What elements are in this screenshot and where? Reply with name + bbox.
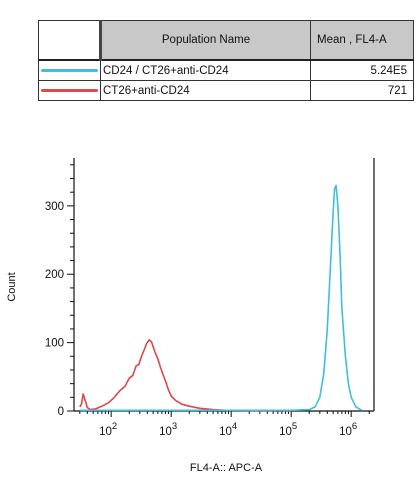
x-tick-label: 102 xyxy=(99,421,117,438)
legend-mean-value: 721 xyxy=(310,80,414,101)
legend-population-name: CT26+anti-CD24 xyxy=(100,80,311,101)
x-axis-title: FL4-A:: APC-A xyxy=(190,462,263,474)
y-tick-label: 100 xyxy=(45,338,64,350)
chart-ticks: 0 100 200 300 102 103 104 105 106 xyxy=(45,164,370,438)
y-tick-label: 0 xyxy=(58,406,64,418)
legend-header-blank xyxy=(38,20,101,61)
legend-header-mean: Mean , FL4-A xyxy=(310,20,414,61)
legend-swatch xyxy=(41,89,98,92)
legend-row: CT26+anti-CD24 721 xyxy=(38,80,414,101)
legend-header-row: Population Name Mean , FL4-A xyxy=(38,20,414,61)
legend-row: CD24 / CT26+anti-CD24 5.24E5 xyxy=(38,59,414,81)
legend-header-population: Population Name xyxy=(99,20,311,61)
legend-mean-value: 5.24E5 xyxy=(310,59,414,81)
x-tick-label: 104 xyxy=(219,421,237,438)
y-axis-title: Count xyxy=(6,272,18,301)
y-tick-label: 300 xyxy=(45,201,64,213)
legend-swatch xyxy=(41,69,98,72)
series-line xyxy=(79,339,292,412)
x-tick-label: 106 xyxy=(339,421,357,438)
y-tick-label: 200 xyxy=(45,269,64,281)
legend-table: Population Name Mean , FL4-A CD24 / CT26… xyxy=(38,20,414,101)
series-line xyxy=(79,184,363,412)
legend-swatch-cell xyxy=(38,80,101,101)
x-tick-label: 103 xyxy=(159,421,177,438)
chart-series xyxy=(79,184,363,412)
x-tick-label: 105 xyxy=(279,421,297,438)
